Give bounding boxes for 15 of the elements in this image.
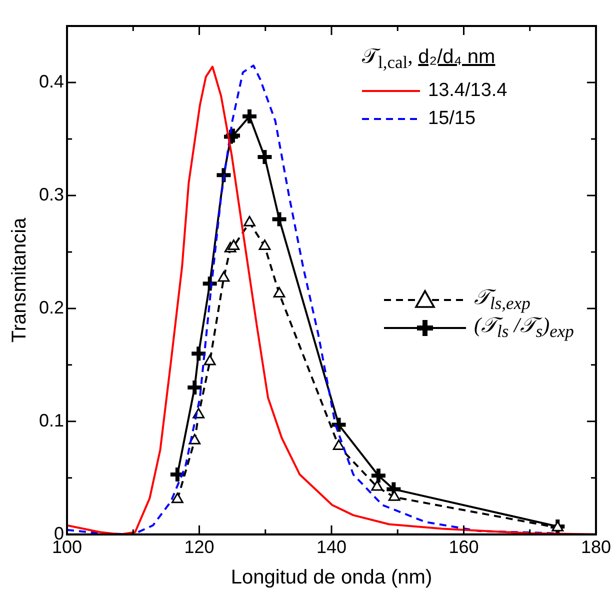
- y-axis-title: Transmitancia: [8, 216, 31, 343]
- legend-title: 𝒯$_{l,cal}$, d₂/d₄ nm: [362, 44, 496, 74]
- x-axis-title: Longitud de onda (nm): [230, 566, 432, 589]
- x-tick-label: 180: [580, 537, 612, 558]
- y-tick-label: 0.1: [38, 410, 64, 430]
- x-tick-label: 160: [448, 537, 479, 558]
- legend-label: (𝒯$_{ls}$ /𝒯$_{s}$)$_{exp}$: [474, 313, 574, 343]
- y-tick-label: 0.2: [38, 297, 64, 318]
- x-tick-label: 140: [316, 537, 347, 558]
- legend-label: 13.4/13.4: [428, 80, 508, 102]
- y-tick-label: 0.3: [38, 184, 64, 204]
- x-tick-label: 120: [184, 537, 214, 558]
- legend-label: 𝒯$_{ls,exp}$: [474, 285, 530, 315]
- y-tick-label: 0.4: [38, 71, 64, 92]
- legend-label: 15/15: [428, 108, 476, 130]
